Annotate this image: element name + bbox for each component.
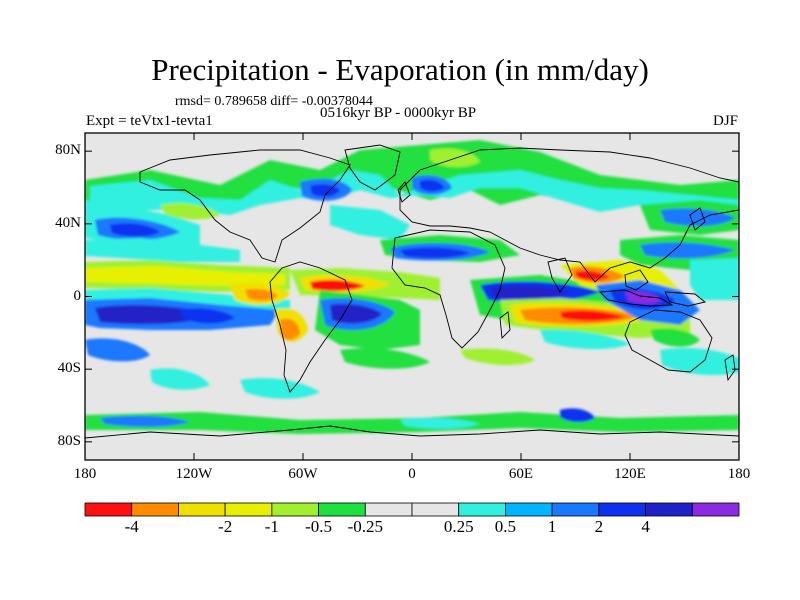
new-zealand-coast — [724, 354, 736, 382]
colorbar-label: 4 — [641, 517, 650, 536]
lon-tick-label: 120E — [614, 466, 646, 482]
uk-coast — [397, 181, 411, 203]
eurasia-coast — [399, 147, 739, 283]
madagascar-coast — [499, 311, 511, 339]
rmsd-diff-stats: rmsd= 0.789658 diff= -0.00378044 — [175, 94, 373, 109]
lon-tick-label: 0 — [408, 466, 416, 482]
colorbar-swatch — [551, 502, 600, 517]
colorbar-label: -0.25 — [347, 517, 383, 536]
africa-coast — [391, 229, 506, 349]
period-label: 0516kyr BP - 0000kyr BP — [320, 105, 477, 121]
colorbar-swatch — [645, 502, 693, 517]
colorbar-label: -1 — [264, 517, 279, 536]
colorbar-swatch — [178, 502, 226, 517]
colorbar-swatch — [505, 502, 553, 517]
colorbar-swatch — [84, 502, 133, 517]
borneo-coast — [624, 269, 649, 291]
colorbar-swatch — [224, 502, 273, 517]
colorbar-swatch — [271, 502, 319, 517]
lat-tick-label: 40S — [57, 360, 81, 377]
colorbar-swatch — [318, 502, 366, 517]
coastlines — [85, 144, 739, 439]
lon-tick-label: 180 — [73, 466, 97, 482]
colorbar-label: 1 — [547, 517, 557, 536]
colorbar-swatch — [131, 502, 179, 517]
colorbar-label: 0.5 — [494, 517, 517, 536]
new-guinea-coast — [664, 291, 707, 307]
lat-tick-label: 80S — [57, 432, 81, 449]
greenland-coast — [344, 144, 401, 191]
colorbar — [84, 502, 740, 517]
south-america-coast — [269, 261, 353, 393]
lon-tick-label: 120W — [175, 466, 213, 482]
anomaly-field — [85, 140, 739, 434]
colorbar-swatch — [458, 502, 506, 517]
colorbar-label: -2 — [218, 517, 233, 536]
experiment-label: Expt = teVtx1-tevta1 — [86, 113, 213, 129]
lat-tick-label: 80N — [55, 142, 81, 159]
axis-ticks — [84, 133, 740, 460]
colorbar-swatch — [364, 502, 413, 517]
lon-tick-label: 60W — [288, 466, 318, 482]
india-coast — [547, 257, 573, 293]
map-title: Precipitation - Evaporation (in mm/day) — [151, 52, 649, 87]
lat-tick-label: 40N — [55, 214, 81, 231]
colorbar-label: -4 — [124, 517, 139, 536]
colorbar-swatch — [411, 502, 460, 517]
antarctica-coast — [85, 425, 739, 439]
australia-coast — [624, 309, 713, 373]
colorbar-label: -0.5 — [305, 517, 333, 536]
indonesia-coast — [598, 289, 674, 307]
colorbar-label: 0.25 — [443, 517, 474, 536]
north-america-coast — [139, 149, 351, 263]
colorbar-swatch — [691, 502, 740, 517]
lon-tick-label: 60E — [508, 466, 534, 482]
lat-tick-label: 0 — [73, 287, 82, 304]
season-label: DJF — [713, 113, 739, 129]
colorbar-label: 2 — [594, 517, 604, 536]
lon-tick-label: 180 — [727, 466, 751, 482]
japan-coast — [689, 207, 706, 231]
colorbar-swatch — [598, 502, 646, 517]
